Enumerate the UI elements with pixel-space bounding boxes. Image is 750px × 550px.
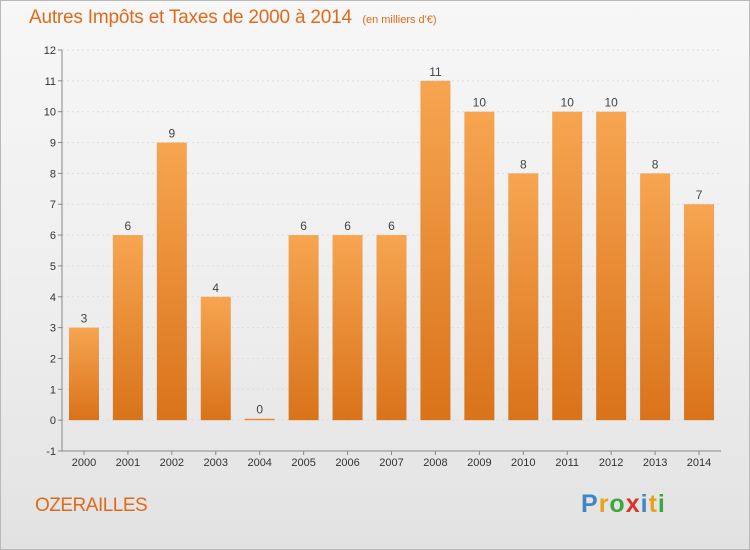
x-tick-label: 2011 <box>555 457 579 469</box>
y-tick-label: 0 <box>50 415 56 427</box>
bar <box>288 235 319 421</box>
x-tick-label: 2006 <box>335 457 359 469</box>
data-label: 6 <box>344 219 351 233</box>
x-tick-label: 2007 <box>379 457 403 469</box>
data-label: 4 <box>212 281 219 295</box>
y-tick-label: 8 <box>50 168 56 180</box>
x-tick-label: 2014 <box>687 457 711 469</box>
data-label: 11 <box>429 65 442 79</box>
data-label: 6 <box>388 219 395 233</box>
bar <box>464 111 495 421</box>
y-tick-label: 9 <box>50 138 56 150</box>
place-name: OZERAILLES <box>35 495 148 516</box>
bar <box>156 142 187 421</box>
data-label: 7 <box>696 188 703 202</box>
y-tick-label: -1 <box>46 446 56 458</box>
bar <box>376 235 407 421</box>
y-tick-label: 3 <box>50 323 56 335</box>
data-label: 10 <box>561 96 575 110</box>
logo-letter: x <box>625 490 641 518</box>
bar <box>684 204 715 421</box>
x-tick-label: 2004 <box>247 457 271 469</box>
logo-letter: P <box>581 490 599 518</box>
data-label: 6 <box>125 219 132 233</box>
bar <box>112 235 143 421</box>
y-tick-label: 12 <box>44 45 56 57</box>
logo-letter: t <box>648 490 658 518</box>
y-tick-label: 5 <box>50 261 56 273</box>
x-tick-label: 2013 <box>643 457 667 469</box>
y-tick-label: 2 <box>50 353 56 365</box>
x-tick-label: 2009 <box>467 457 491 469</box>
x-tick-label: 2000 <box>72 457 96 469</box>
y-tick-label: 6 <box>50 230 56 242</box>
bar <box>552 111 583 421</box>
data-label: 9 <box>168 127 175 141</box>
chart-subtitle: (en milliers d'€) <box>362 14 437 26</box>
x-tick-label: 2010 <box>511 457 535 469</box>
data-label: 3 <box>81 312 88 326</box>
logo-letter: i <box>640 490 649 518</box>
y-tick-label: 4 <box>50 292 56 304</box>
x-tick-label: 2005 <box>291 457 315 469</box>
logo-letter: o <box>609 490 626 518</box>
y-tick-label: 7 <box>50 199 56 211</box>
x-tick-label: 2002 <box>160 457 184 469</box>
data-label: 8 <box>652 157 659 171</box>
y-tick-label: 10 <box>44 107 56 119</box>
bar <box>420 80 451 421</box>
bar <box>508 173 539 421</box>
bar <box>200 296 231 421</box>
data-label: 10 <box>473 96 487 110</box>
bar <box>596 111 627 421</box>
bar <box>640 173 671 421</box>
x-tick-label: 2012 <box>599 457 623 469</box>
chart-title-block: Autres Impôts et Taxes de 2000 à 2014 (e… <box>29 7 437 29</box>
data-label: 6 <box>300 219 307 233</box>
y-tick-label: 11 <box>45 76 56 88</box>
logo-letter: r <box>598 490 610 518</box>
x-tick-label: 2008 <box>423 457 447 469</box>
logo-letter: i <box>657 490 666 518</box>
data-label: 8 <box>520 157 527 171</box>
bar <box>68 327 99 421</box>
data-label: 10 <box>604 96 618 110</box>
x-tick-label: 2003 <box>204 457 228 469</box>
y-tick-label: 1 <box>50 384 56 396</box>
bar <box>332 235 363 421</box>
chart-title: Autres Impôts et Taxes de 2000 à 2014 <box>29 7 352 28</box>
data-label: 0 <box>256 403 263 417</box>
bar <box>244 418 275 421</box>
x-tick-label: 2001 <box>116 457 140 469</box>
proxiti-logo: Proxiti <box>581 490 666 519</box>
